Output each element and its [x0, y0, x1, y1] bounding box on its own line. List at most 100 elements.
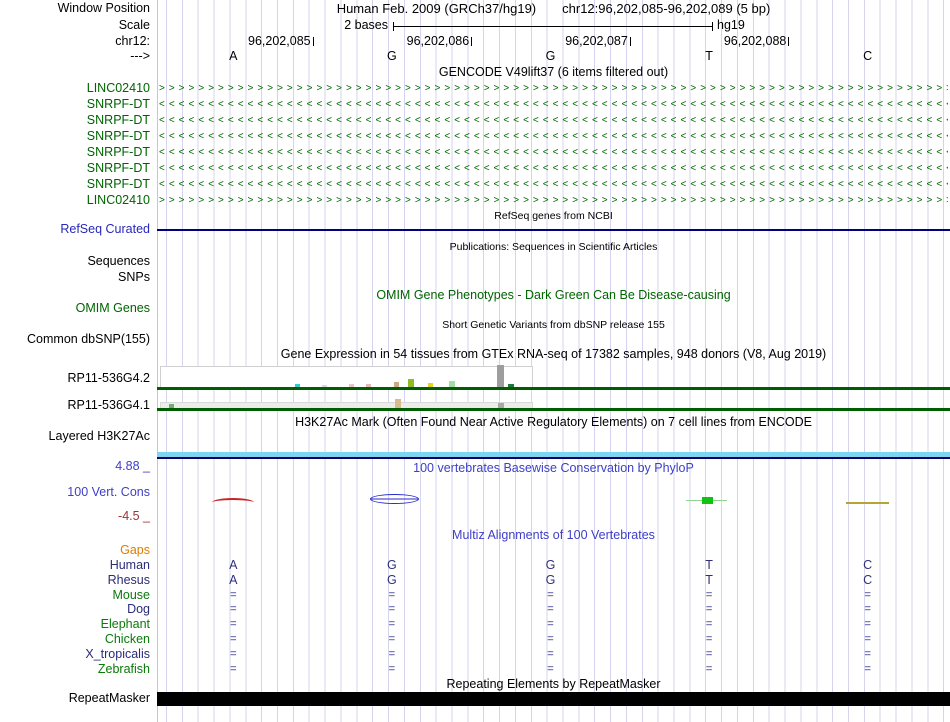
- gtex-transcript-line-2[interactable]: [157, 408, 950, 411]
- repeatmasker-track-header: Repeating Elements by RepeatMasker: [446, 677, 661, 691]
- position-range: chr12:96,202,085-96,202,089 (5 bp): [562, 1, 771, 16]
- alignment-gap-mark: =: [547, 663, 554, 675]
- h3k27ac-baseline: [157, 457, 950, 459]
- strand-direction-label: --->: [130, 49, 150, 63]
- omim-genes-label[interactable]: OMIM Genes: [75, 301, 150, 315]
- alignment-gap-mark: =: [705, 633, 713, 645]
- repeatmasker-element-bar[interactable]: [157, 692, 950, 706]
- gene-strand-arrows[interactable]: <<<<<<<<<<<<<<<<<<<<<<<<<<<<<<<<<<<<<<<<…: [159, 115, 948, 126]
- alignment-gap-mark: =: [864, 603, 871, 615]
- alignment-gap-mark: =: [388, 603, 396, 615]
- alignment-gap-mark: =: [705, 589, 713, 601]
- conservation-line-mark: [846, 502, 889, 504]
- assembly-name: Human Feb. 2009 (GRCh37/hg19): [336, 1, 537, 16]
- alignment-gap-mark: =: [547, 648, 554, 660]
- base-letter: T: [705, 49, 713, 63]
- conservation-track-label[interactable]: 100 Vert. Cons: [67, 485, 150, 499]
- gene-label[interactable]: SNRPF-DT: [86, 177, 150, 191]
- gene-label[interactable]: SNRPF-DT: [86, 97, 150, 111]
- gene-label[interactable]: SNRPF-DT: [86, 113, 150, 127]
- alignment-gap-mark: =: [864, 633, 871, 645]
- gtex-expression-bar: [408, 379, 414, 387]
- gene-label[interactable]: LINC02410: [86, 193, 150, 207]
- alignment-gap-mark: =: [388, 618, 396, 630]
- base-letter: C: [863, 49, 873, 63]
- species-label-zebrafish[interactable]: Zebrafish: [97, 662, 150, 676]
- gene-strand-arrows[interactable]: >>>>>>>>>>>>>>>>>>>>>>>>>>>>>>>>>>>>>>>>…: [159, 195, 948, 206]
- alignment-gap-mark: =: [547, 603, 554, 615]
- repeatmasker-label[interactable]: RepeatMasker: [68, 691, 150, 705]
- refseq-curated-gene-line[interactable]: [157, 229, 950, 231]
- conservation-lens-mark: [370, 494, 419, 504]
- species-label-elephant[interactable]: Elephant: [100, 617, 150, 631]
- gene-strand-arrows[interactable]: <<<<<<<<<<<<<<<<<<<<<<<<<<<<<<<<<<<<<<<<…: [159, 163, 948, 174]
- alignment-gap-mark: =: [547, 589, 554, 601]
- alignment-base: T: [705, 558, 713, 572]
- alignment-base: A: [229, 558, 238, 572]
- h3k27ac-track-header: H3K27Ac Mark (Often Found Near Active Re…: [295, 415, 812, 429]
- species-label-gaps[interactable]: Gaps: [120, 543, 150, 557]
- conservation-arc-mark: [212, 498, 254, 507]
- gene-strand-arrows[interactable]: <<<<<<<<<<<<<<<<<<<<<<<<<<<<<<<<<<<<<<<<…: [159, 147, 948, 158]
- base-letter: A: [229, 49, 238, 63]
- alignment-gap-mark: =: [864, 618, 871, 630]
- gene-label[interactable]: LINC02410: [86, 81, 150, 95]
- alignment-gap-mark: =: [547, 633, 554, 645]
- alignment-gap-mark: =: [705, 663, 713, 675]
- alignment-gap-mark: =: [388, 589, 396, 601]
- gene-strand-arrows[interactable]: <<<<<<<<<<<<<<<<<<<<<<<<<<<<<<<<<<<<<<<<…: [159, 179, 948, 190]
- conservation-min-score: -4.5 _: [118, 509, 150, 523]
- ruler-tick: [312, 37, 314, 46]
- gencode-track-header: GENCODE V49lift37 (6 items filtered out): [438, 65, 669, 79]
- gene-strand-arrows[interactable]: <<<<<<<<<<<<<<<<<<<<<<<<<<<<<<<<<<<<<<<<…: [159, 131, 948, 142]
- alignment-gap-mark: =: [230, 633, 237, 645]
- gtex-expression-bar: [395, 399, 401, 408]
- gtex-expression-bar: [498, 403, 504, 408]
- species-label-human[interactable]: Human: [109, 558, 150, 572]
- genome-version: hg19: [717, 18, 745, 32]
- conservation-track-header: 100 vertebrates Basewise Conservation by…: [413, 461, 694, 475]
- species-label-x_tropicalis[interactable]: X_tropicalis: [85, 647, 150, 661]
- gtex-expression-bar: [169, 404, 174, 408]
- species-label-chicken[interactable]: Chicken: [104, 632, 150, 646]
- publications-snps-label[interactable]: SNPs: [118, 270, 150, 284]
- alignment-gap-mark: =: [547, 618, 554, 630]
- h3k27ac-signal-band: [157, 452, 950, 457]
- refseq-track-header: RefSeq genes from NCBI: [494, 210, 613, 222]
- species-label-dog[interactable]: Dog: [127, 602, 150, 616]
- gene-label[interactable]: SNRPF-DT: [86, 129, 150, 143]
- alignment-base: C: [863, 573, 873, 587]
- alignment-gap-mark: =: [705, 618, 713, 630]
- gene-strand-arrows[interactable]: <<<<<<<<<<<<<<<<<<<<<<<<<<<<<<<<<<<<<<<<…: [159, 99, 948, 110]
- ruler-coordinate: 96,202,087: [565, 34, 628, 48]
- multiz-track-header: Multiz Alignments of 100 Vertebrates: [452, 528, 655, 542]
- alignment-gap-mark: =: [864, 648, 871, 660]
- gtex-transcript-line-1[interactable]: [157, 387, 950, 390]
- alignment-base: G: [387, 573, 397, 587]
- alignment-gap-mark: =: [705, 648, 713, 660]
- ruler-coordinate: 96,202,086: [406, 34, 470, 48]
- refseq-curated-label[interactable]: RefSeq Curated: [60, 222, 150, 236]
- gene-strand-arrows[interactable]: >>>>>>>>>>>>>>>>>>>>>>>>>>>>>>>>>>>>>>>>…: [159, 83, 948, 94]
- publications-sequences-label[interactable]: Sequences: [87, 254, 150, 268]
- scale-length: 2 bases: [344, 18, 388, 32]
- gene-label[interactable]: SNRPF-DT: [86, 145, 150, 159]
- alignment-base: G: [545, 573, 556, 587]
- layered-h3k27ac-label[interactable]: Layered H3K27Ac: [48, 429, 150, 443]
- common-dbsnp-label[interactable]: Common dbSNP(155): [27, 332, 150, 346]
- gtex-transcript-label-2[interactable]: RP11-536G4.1: [67, 398, 150, 412]
- gtex-transcript-label-1[interactable]: RP11-536G4.2: [67, 371, 150, 385]
- base-position-gridlines: [157, 0, 950, 722]
- gene-label[interactable]: SNRPF-DT: [86, 161, 150, 175]
- species-label-mouse[interactable]: Mouse: [112, 588, 150, 602]
- publications-track-header: Publications: Sequences in Scientific Ar…: [449, 241, 658, 253]
- gtex-expression-box-1[interactable]: [160, 366, 533, 389]
- gtex-expression-bar: [322, 385, 327, 387]
- chromosome-label: chr12:: [115, 34, 150, 48]
- species-label-rhesus[interactable]: Rhesus: [107, 573, 150, 587]
- gtex-expression-bar: [508, 384, 514, 387]
- alignment-gap-mark: =: [230, 663, 237, 675]
- alignment-base: C: [863, 558, 873, 572]
- ruler-tick: [629, 37, 631, 46]
- ruler-coordinate: 96,202,088: [723, 34, 787, 48]
